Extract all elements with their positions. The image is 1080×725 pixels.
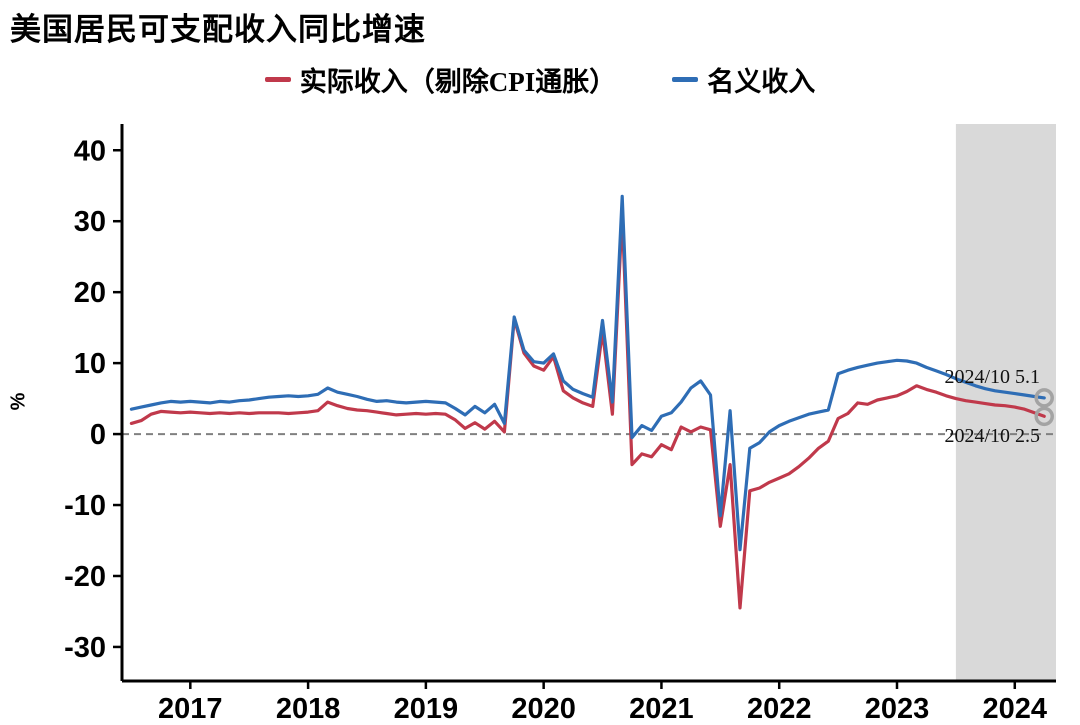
y-tick-label: 20 bbox=[74, 277, 106, 309]
page-title: 美国居民可支配收入同比增速 bbox=[10, 12, 426, 47]
y-tick-label: 40 bbox=[74, 135, 106, 167]
legend-label-nominal: 名义收入 bbox=[707, 67, 816, 97]
series-line-nominal bbox=[129, 194, 1046, 552]
x-tick-label: 2024 bbox=[983, 693, 1048, 725]
x-tick-label: 2023 bbox=[865, 693, 930, 725]
y-tick-label: 0 bbox=[90, 419, 106, 451]
y-tick-label: -20 bbox=[64, 561, 106, 593]
y-tick-label: -10 bbox=[64, 490, 106, 522]
y-tick-label: 30 bbox=[74, 206, 106, 238]
y-tick-label: 10 bbox=[74, 348, 106, 380]
legend: 实际收入（剔除CPI通胀） 名义收入 bbox=[0, 60, 1080, 99]
legend-swatch-nominal-icon bbox=[672, 77, 699, 82]
end-marker-nominal-icon bbox=[1034, 388, 1054, 408]
legend-item-nominal: 名义收入 bbox=[672, 60, 815, 99]
series-line-real bbox=[129, 212, 1046, 610]
x-tick-label: 2018 bbox=[276, 693, 341, 725]
end-marker-real-icon bbox=[1034, 406, 1054, 427]
x-tick-label: 2020 bbox=[511, 693, 576, 725]
annotation-real-latest: 2024/10 2.5 bbox=[944, 425, 1040, 448]
annotation-nominal-latest: 2024/10 5.1 bbox=[944, 365, 1040, 388]
x-tick-label: 2017 bbox=[158, 693, 223, 725]
legend-label-real: 实际收入（剔除CPI通胀） bbox=[299, 67, 617, 97]
y-tick-label: -30 bbox=[64, 632, 106, 664]
x-tick-label: 2022 bbox=[747, 693, 812, 725]
x-tick-label: 2021 bbox=[629, 693, 694, 725]
legend-swatch-real-icon bbox=[264, 77, 291, 82]
legend-item-real: 实际收入（剔除CPI通胀） bbox=[264, 60, 617, 99]
x-tick-label: 2019 bbox=[394, 693, 459, 725]
